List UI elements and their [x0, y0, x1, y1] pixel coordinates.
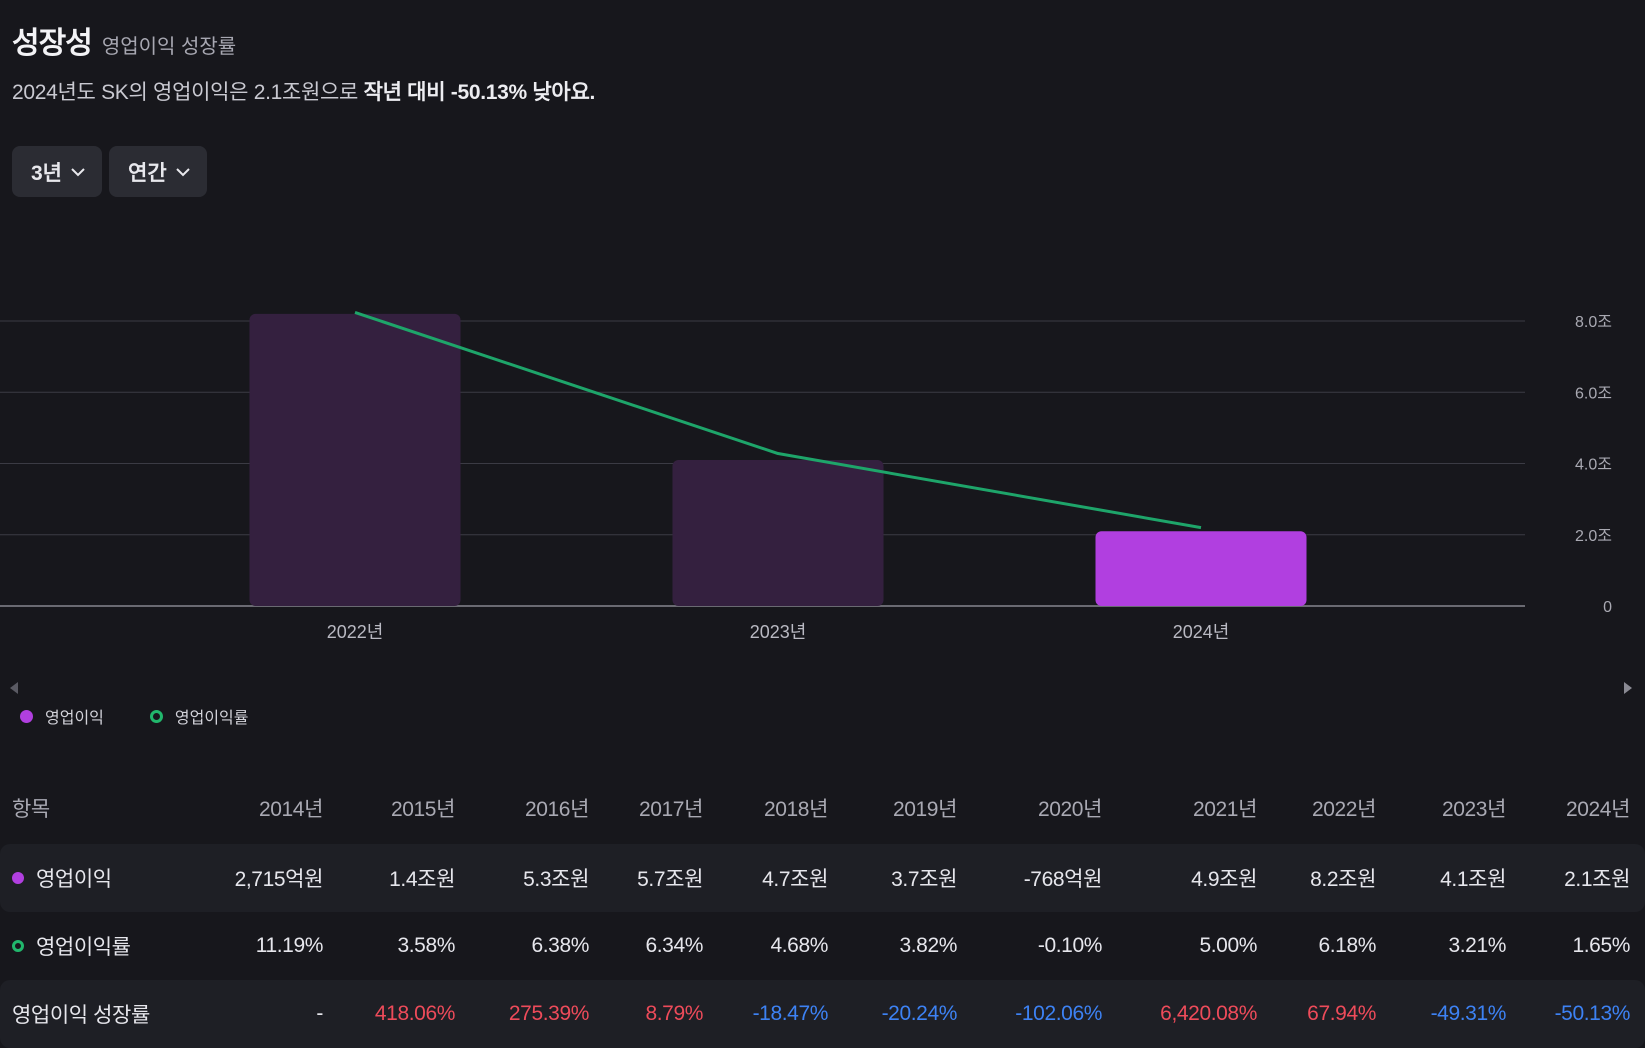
table-cell: -50.13%: [1554, 1002, 1631, 1025]
period-dropdown-label: 3년: [31, 161, 62, 185]
operating-margin-line: [354, 311, 1202, 530]
table-cell: 4.9조원: [1191, 868, 1257, 891]
section-header: 성장성 영업이익 성장률: [12, 18, 236, 62]
table-cell: 418.06%: [374, 1002, 456, 1025]
table-cell: 5.3조원: [523, 868, 589, 891]
table-header-year: 2022년: [1311, 798, 1376, 821]
summary-plain: 2024년도 SK의 영업이익은 2.1조원으로: [12, 81, 364, 104]
table-row: 영업이익 성장률 - 418.06% 275.39% 8.79% -18.47% -20.2…: [0, 980, 1645, 1048]
chevron-down-icon: [71, 167, 85, 176]
table-header-row: 항목 2014년 2015년 2016년 2017년 2018년 2019년 2020년 202…: [0, 772, 1645, 844]
y-tick-label: 2.0조: [1575, 528, 1612, 545]
table-header-year: 2018년: [763, 798, 828, 821]
legend-item-operating-profit: 영업이익: [20, 704, 104, 728]
legend-dot-icon: [20, 709, 33, 723]
row-label-text: 영업이익률: [36, 936, 131, 959]
table-header-year: 2021년: [1192, 798, 1257, 821]
legend-label: 영업이익: [45, 710, 104, 727]
frequency-dropdown-label: 연간: [128, 161, 167, 185]
table-cell: 6.18%: [1318, 934, 1376, 957]
table-cell: -768억원: [1023, 868, 1103, 891]
table-header-year: 2020년: [1037, 798, 1102, 821]
bar-1: [672, 459, 884, 606]
summary-strong: 작년 대비 -50.13% 낮아요.: [363, 81, 596, 104]
table-cell: 4.68%: [770, 934, 828, 957]
table-cell: 4.1조원: [1440, 868, 1506, 891]
table-cell: 6.38%: [531, 934, 589, 957]
table-cell: -49.31%: [1430, 1002, 1507, 1025]
x-tick-label: 2022년: [327, 622, 384, 642]
bar-0: [249, 313, 461, 606]
table-cell: 3.21%: [1448, 934, 1506, 957]
row-label-text: 영업이익: [36, 868, 112, 891]
row-label: 영업이익: [12, 863, 112, 893]
table-cell: 6.34%: [645, 934, 703, 957]
section-subtitle: 영업이익 성장률: [101, 36, 237, 58]
table-cell: 275.39%: [508, 1002, 590, 1025]
table-cell: 5.7조원: [637, 868, 703, 891]
frequency-dropdown[interactable]: 연간: [109, 146, 207, 197]
table-row: 영업이익 2,715억원 1.4조원 5.3조원 5.7조원 4.7조원 3.7조원 -768…: [0, 844, 1645, 912]
bar-2: [1095, 531, 1307, 606]
table-header-label: 항목: [12, 798, 50, 821]
table-cell: -18.47%: [752, 1002, 829, 1025]
row-label: 영업이익 성장률: [12, 999, 150, 1029]
scroll-right-icon[interactable]: [1620, 680, 1636, 696]
financial-table: 항목 2014년 2015년 2016년 2017년 2018년 2019년 2020년 202…: [0, 772, 1645, 1048]
table-cell: 1.65%: [1572, 934, 1630, 957]
y-tick-label: 8.0조: [1575, 314, 1612, 331]
legend-label: 영업이익률: [174, 710, 249, 727]
chart-controls: 3년 연간: [12, 146, 207, 197]
section-title: 성장성: [12, 27, 93, 60]
table-cell: 11.19%: [255, 934, 324, 957]
chevron-down-icon: [175, 167, 190, 176]
operating-profit-chart: 0 2.0조 4.0조 6.0조 8.0조 2022년 2023년 2024년: [0, 311, 1612, 642]
summary-text: 2024년도 SK의 영업이익은 2.1조원으로 작년 대비 -50.13% 낮…: [12, 76, 595, 106]
table-header-year: 2019년: [892, 798, 957, 821]
y-tick-label: 0: [1603, 599, 1612, 616]
table-cell: 1.4조원: [389, 868, 455, 891]
row-label: 영업이익률: [12, 931, 131, 961]
table-cell: 3.58%: [397, 934, 455, 957]
chart-legend: 영업이익 영업이익률: [20, 704, 249, 728]
legend-ring-icon: [149, 709, 163, 723]
table-header-year: 2014년: [258, 798, 323, 821]
scroll-left-icon[interactable]: [6, 680, 22, 696]
table-header-year: 2016년: [524, 798, 589, 821]
table-cell: -: [316, 1002, 323, 1025]
table-header-year: 2015년: [390, 798, 455, 821]
x-tick-label: 2024년: [1173, 622, 1230, 642]
table-cell: -102.06%: [1015, 1002, 1102, 1025]
table-cell: 4.7조원: [762, 868, 828, 891]
table-cell: 6,420.08%: [1160, 1002, 1257, 1025]
legend-item-operating-margin: 영업이익률: [149, 704, 249, 728]
table-cell: -20.24%: [881, 1002, 958, 1025]
table-header-year: 2017년: [638, 798, 703, 821]
x-tick-label: 2023년: [750, 622, 807, 642]
row-label-text: 영업이익 성장률: [12, 1004, 150, 1027]
table-header-year: 2023년: [1441, 798, 1506, 821]
table-cell: 67.94%: [1307, 1002, 1376, 1025]
table-cell: 3.82%: [899, 934, 957, 957]
table-cell: 8.2조원: [1310, 868, 1376, 891]
table-row: 영업이익률 11.19% 3.58% 6.38% 6.34% 4.68% 3.82% -0.1…: [0, 912, 1645, 980]
legend-dot-icon: [12, 872, 24, 884]
period-dropdown[interactable]: 3년: [12, 146, 102, 197]
y-tick-label: 6.0조: [1575, 385, 1612, 402]
table-cell: 2.1조원: [1564, 868, 1630, 891]
table-cell: -0.10%: [1037, 934, 1103, 957]
table-cell: 8.79%: [645, 1002, 703, 1025]
table-header-year: 2024년: [1565, 798, 1630, 821]
table-cell: 5.00%: [1199, 934, 1257, 957]
table-cell: 2,715억원: [234, 868, 324, 891]
y-tick-label: 4.0조: [1575, 457, 1612, 474]
table-cell: 3.7조원: [891, 868, 957, 891]
legend-ring-icon: [12, 940, 24, 952]
